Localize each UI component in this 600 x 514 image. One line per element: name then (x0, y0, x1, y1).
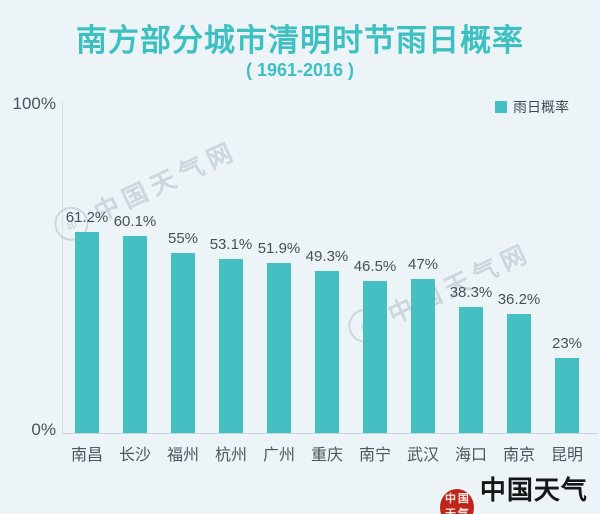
bar-广州 (267, 262, 291, 433)
red-seal-icon: 中国天气 (440, 488, 474, 514)
bar-杭州 (219, 258, 243, 433)
y-axis-max-label: 100% (12, 94, 56, 113)
bar-重庆 (315, 271, 339, 433)
x-axis-label-福州: 福州 (166, 447, 199, 464)
bar-福州 (171, 252, 195, 433)
bar-value-label: 46.5% (353, 257, 397, 275)
bar-group-杭州: 53.1% (207, 236, 255, 433)
bar-value-label: 51.9% (257, 239, 301, 257)
bar-group-南京: 36.2% (495, 291, 543, 433)
x-axis-label-长沙: 长沙 (118, 447, 151, 464)
x-axis-line (62, 433, 598, 434)
bar-group-武汉: 47% (399, 256, 447, 433)
seal-character: 天 (444, 507, 456, 514)
site-logo-text: 中国天气网 (479, 475, 588, 514)
bar-昆明 (555, 357, 579, 433)
bar-group-海口: 38.3% (447, 284, 495, 433)
bar-南宁 (363, 280, 387, 433)
site-logo: 中国天气 中国天气网 (440, 470, 600, 514)
x-axis-label-广州: 广州 (262, 447, 295, 464)
bar-value-label: 60.1% (113, 212, 157, 230)
y-axis-min-label: 0% (31, 420, 56, 439)
legend-label: 雨日概率 (513, 99, 569, 115)
bar-value-label: 36.2% (497, 291, 541, 309)
bar-group-广州: 51.9% (255, 240, 303, 433)
page-title: 南方部分城市清明时节雨日概率 (76, 23, 524, 58)
bar-value-label: 38.3% (449, 284, 493, 302)
bar-海口 (459, 307, 483, 433)
bar-group-南昌: 61.2% (63, 209, 111, 433)
x-axis-label-南昌: 南昌 (70, 447, 103, 464)
bar-group-福州: 55% (159, 230, 207, 433)
x-axis-label-重庆: 重庆 (310, 447, 343, 464)
bar-value-label: 23% (551, 334, 583, 352)
bar-group-重庆: 49.3% (303, 248, 351, 433)
x-axis-label-南宁: 南宁 (358, 447, 391, 464)
bar-南昌 (75, 232, 99, 433)
y-axis-line (62, 101, 63, 433)
bar-group-长沙: 60.1% (111, 213, 159, 433)
x-axis-label-武汉: 武汉 (406, 447, 439, 464)
bar-value-label: 53.1% (209, 235, 253, 253)
bar-value-label: 47% (407, 255, 439, 273)
bar-group-南宁: 46.5% (351, 257, 399, 433)
x-axis-label-南京: 南京 (502, 447, 535, 464)
legend: 雨日概率 (495, 97, 569, 117)
seal-character: 气 (457, 507, 469, 514)
page-subtitle: ( 1961-2016 ) (245, 60, 355, 80)
bar-value-label: 61.2% (65, 209, 109, 227)
bar-南京 (507, 314, 531, 433)
bar-武汉 (411, 278, 435, 433)
seal-character: 中 (444, 493, 456, 506)
x-axis-label-杭州: 杭州 (214, 447, 247, 464)
x-axis-label-海口: 海口 (454, 447, 487, 464)
x-axis-label-昆明: 昆明 (550, 447, 583, 464)
bar-value-label: 49.3% (305, 248, 349, 266)
legend-swatch-icon (495, 101, 507, 113)
bar-group-昆明: 23% (543, 335, 591, 433)
seal-character: 国 (457, 493, 469, 506)
bar-长沙 (123, 235, 147, 433)
bar-value-label: 55% (167, 229, 199, 247)
